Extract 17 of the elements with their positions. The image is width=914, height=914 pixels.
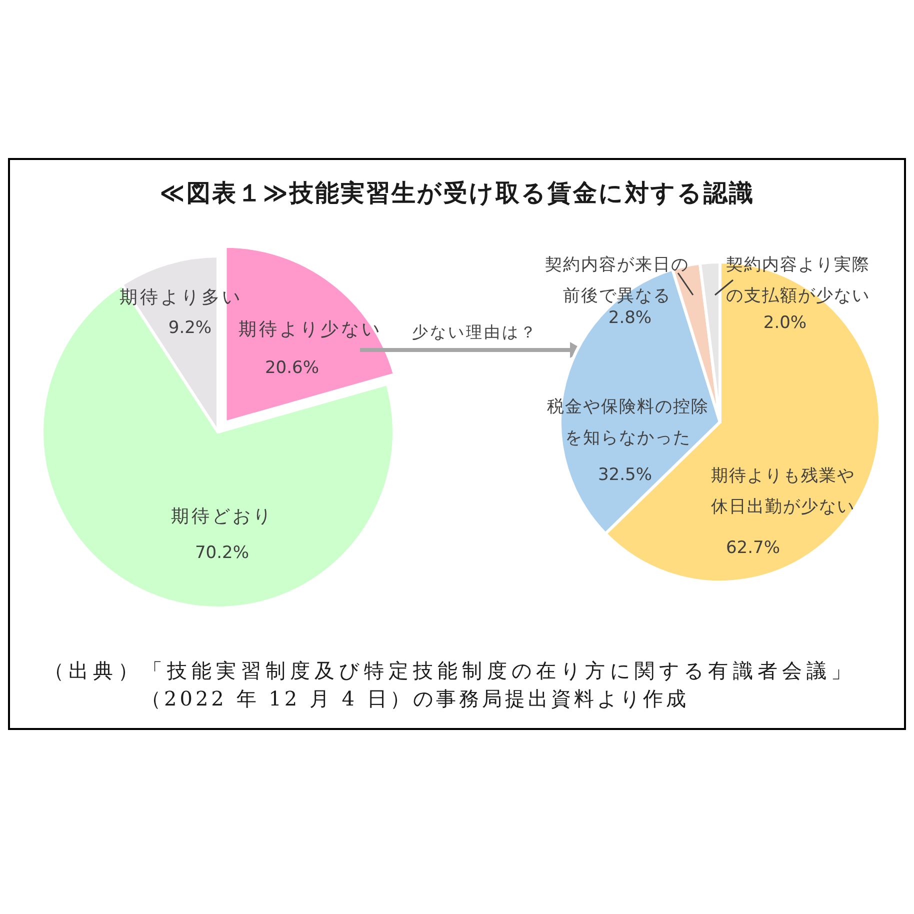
text: （2022 年 12 月 4 日）の事務局提出資料より作成 xyxy=(141,686,689,712)
slice-label: 契約内容が来日の前後で異なる xyxy=(545,255,689,306)
slice-label: 期待より少ない xyxy=(238,318,382,342)
slice-label: 期待より多い xyxy=(120,286,242,310)
text: 少ない理由は？ xyxy=(412,322,538,344)
text: ≪図表１≫技能実習生が受け取る賃金に対する認識 xyxy=(160,178,754,209)
data-label: 32.5% xyxy=(598,465,652,485)
slice-label: 税金や保険料の控除を知らなかった xyxy=(546,396,710,450)
data-label: 2.8% xyxy=(608,308,652,328)
data-label: 62.7% xyxy=(726,538,780,558)
slice-label: 期待よりも残業や休日出勤が少ない xyxy=(710,465,856,519)
slice-label: 期待どおり xyxy=(170,505,274,529)
data-label: 70.2% xyxy=(194,543,250,563)
data-label: 2.0% xyxy=(763,313,807,333)
data-label: 20.6% xyxy=(264,358,320,378)
data-label: 9.2% xyxy=(168,318,212,338)
text: （出典）「技能実習制度及び特定技能制度の在り方に関する有識者会議」 xyxy=(44,658,856,684)
